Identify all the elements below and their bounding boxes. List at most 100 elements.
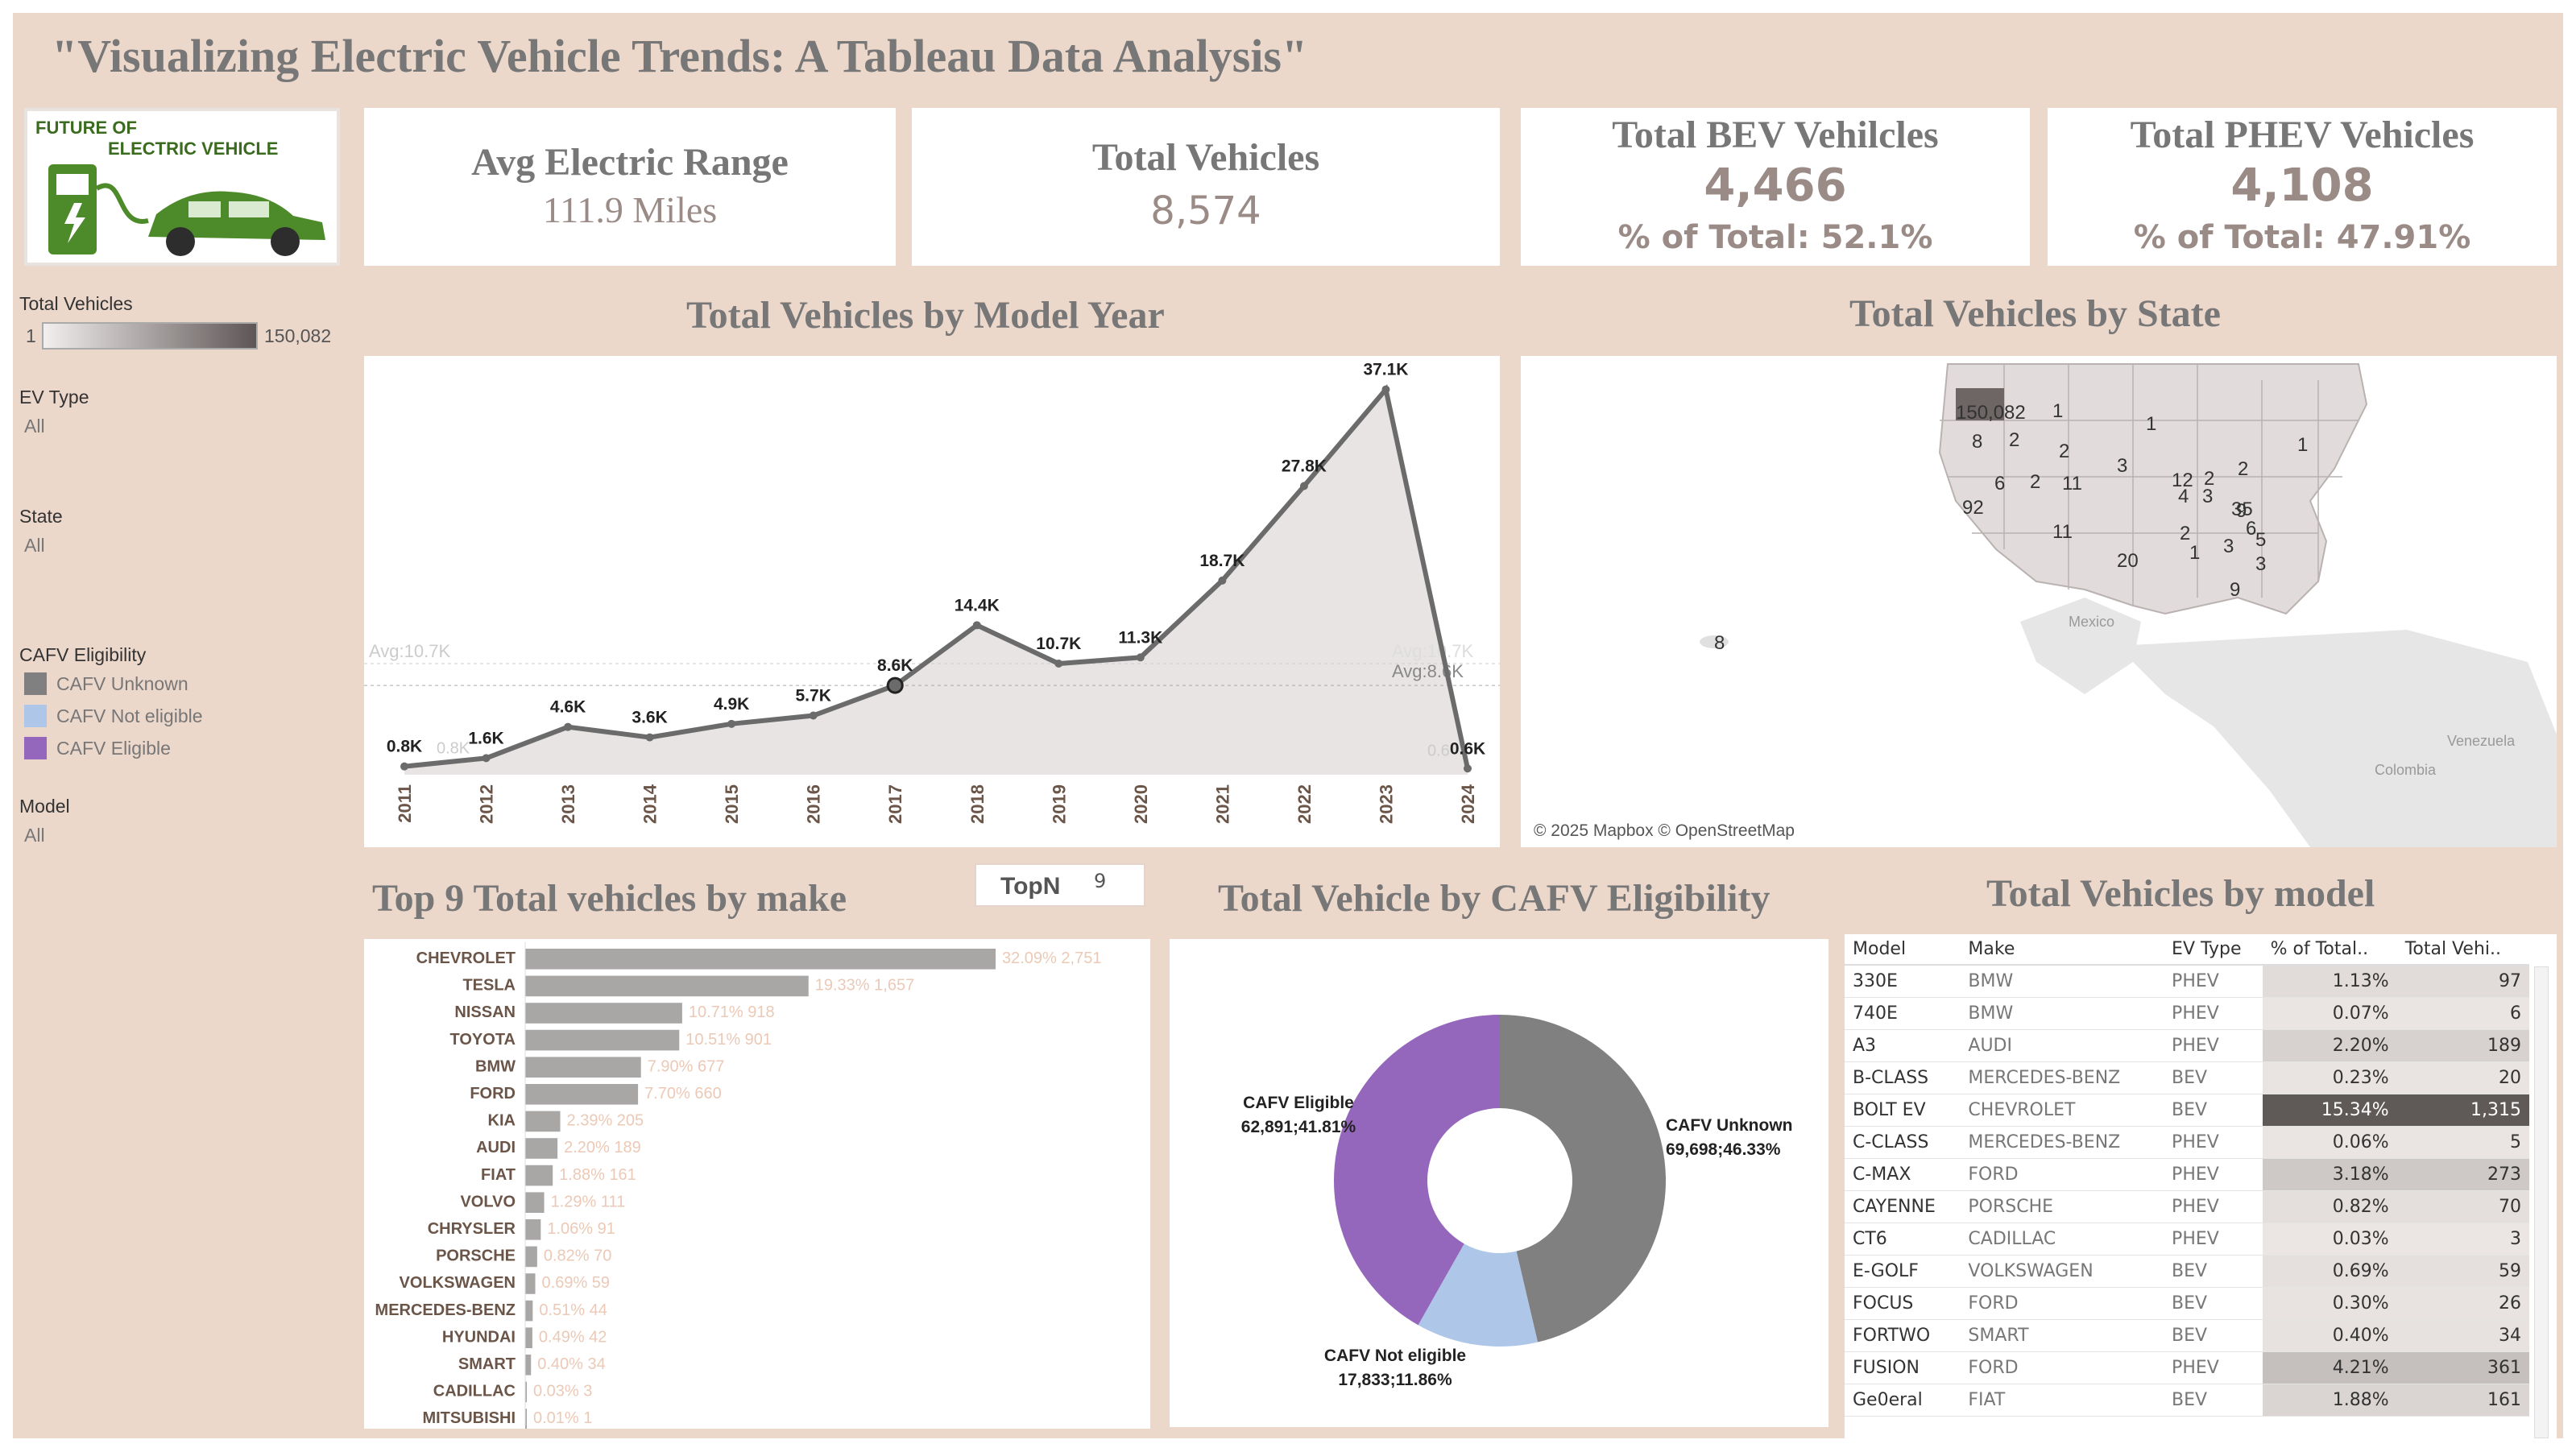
pie-label-name: CAFV Not eligible (1324, 1347, 1466, 1365)
table-col-header[interactable]: EV Type (2164, 934, 2263, 966)
kpi-bev-value: 4,466 (1704, 159, 1847, 212)
table-row[interactable]: B-CLASS MERCEDES-BENZ BEV 0.23% 20 (1845, 1061, 2529, 1094)
ev-type-filter-dropdown[interactable]: All (24, 416, 45, 436)
bar-category-label: AUDI (476, 1139, 516, 1156)
table-cell: PHEV (2164, 1029, 2263, 1062)
pie-slice-cafv-not-eligible (1418, 1243, 1539, 1347)
bar-volvo (525, 1192, 545, 1213)
pie-slice-cafv-unknown (1500, 1015, 1666, 1343)
map-state-label: 1 (2189, 542, 2200, 564)
bar-value-label: 0.51% 44 (539, 1301, 607, 1319)
table-row[interactable]: C-CLASS MERCEDES-BENZ PHEV 0.06% 5 (1845, 1126, 2529, 1159)
table-cell: 6 (2396, 997, 2529, 1030)
bar-audi (525, 1138, 558, 1159)
bar-category-label: MERCEDES-BENZ (375, 1301, 516, 1319)
table-cell: PHEV (2164, 1190, 2263, 1223)
table-row[interactable]: 330E BMW PHEV 1.13% 97 (1845, 965, 2529, 998)
map-state-label: 2 (2238, 458, 2248, 480)
legend-cafv-eligible[interactable]: CAFV Eligible (24, 736, 171, 760)
pie-label-name: CAFV Eligible (1243, 1094, 1354, 1112)
table-col-header[interactable]: % of Total.. (2262, 934, 2397, 966)
map-state-label: 4 (2178, 486, 2189, 507)
bar-category-label: BMW (475, 1057, 516, 1075)
line-label-2020: 11.3K (1118, 628, 1162, 647)
table-row[interactable]: Ge0eral FIAT BEV 1.88% 161 (1845, 1384, 2529, 1417)
bar-ford (525, 1084, 639, 1105)
table-cell: A3 (1845, 1029, 1961, 1062)
table-row[interactable]: FOCUS FORD BEV 0.30% 26 (1845, 1287, 2529, 1320)
bar-mercedes-benz (525, 1300, 533, 1322)
map-attribution: © 2025 Mapbox © OpenStreetMap (1534, 821, 1795, 840)
table-cell: FORD (1960, 1351, 2164, 1384)
kpi-total-vehicles-title: Total Vehicles (1091, 136, 1320, 179)
model-filter-dropdown[interactable]: All (24, 825, 45, 846)
model-filter-label: Model (19, 796, 70, 817)
table-row[interactable]: FUSION FORD PHEV 4.21% 361 (1845, 1351, 2529, 1384)
table-col-header[interactable]: Model (1845, 934, 1961, 966)
line-point-2016 (809, 711, 818, 720)
table-cell: PHEV (2164, 997, 2263, 1030)
table-cell: C-MAX (1845, 1158, 1961, 1191)
legend-swatch-unknown (24, 672, 47, 695)
legend-label-eligible: CAFV Eligible (56, 737, 171, 759)
bar-value-label: 2.20% 189 (564, 1139, 641, 1156)
faded-end-label: 0.6 (1427, 742, 1450, 759)
map-state-label: 3 (2117, 455, 2127, 477)
table-row[interactable]: CT6 CADILLAC PHEV 0.03% 3 (1845, 1223, 2529, 1256)
table-cell: MERCEDES-BENZ (1960, 1126, 2164, 1159)
table-cell: BEV (2164, 1094, 2263, 1127)
table-row[interactable]: FORTWO SMART BEV 0.40% 34 (1845, 1319, 2529, 1352)
legend-swatch-not-eligible (24, 705, 47, 727)
topn-value[interactable]: 9 (1094, 870, 1107, 892)
kpi-phev-card: Total PHEV Vehicles 4,108 % of Total: 47… (2048, 108, 2557, 266)
bar-volkswagen (525, 1273, 536, 1294)
kpi-total-vehicles-card: Total Vehicles 8,574 (912, 108, 1500, 266)
legend-label-unknown: CAFV Unknown (56, 672, 188, 694)
table-cell: BOLT EV (1845, 1094, 1961, 1127)
map-panel[interactable]: 150,082 1 8 2 2 1 6 2 11 3 12 2 2 1 9 92 4 3 35 11 2 6 20 1 3 5 3 9… (1521, 356, 2557, 847)
bar-bmw (525, 1057, 641, 1078)
kpi-phev-value: 4,108 (2230, 159, 2374, 212)
table-cell: 0.82% (2262, 1190, 2397, 1223)
line-tick-2023: 2023 (1376, 784, 1396, 824)
table-cell: PHEV (2164, 1126, 2263, 1159)
table-row[interactable]: CAYENNE PORSCHE PHEV 0.82% 70 (1845, 1190, 2529, 1223)
kpi-avg-range-title: Avg Electric Range (471, 141, 789, 184)
legend-cafv-not-eligible[interactable]: CAFV Not eligible (24, 704, 203, 728)
table-cell: MERCEDES-BENZ (1960, 1061, 2164, 1094)
table-col-header[interactable]: Total Vehi.. (2396, 934, 2529, 966)
bar-category-label: CHRYSLER (428, 1220, 516, 1238)
table-cell: FORD (1960, 1287, 2164, 1320)
pie-slice-cafv-eligible (1334, 1015, 1500, 1326)
table-row[interactable]: A3 AUDI PHEV 2.20% 189 (1845, 1029, 2529, 1062)
table-row[interactable]: BOLT EV CHEVROLET BEV 15.34% 1,315 (1845, 1094, 2529, 1127)
map-state-label: 35 (2231, 499, 2253, 520)
line-tick-2018: 2018 (967, 784, 988, 824)
table-row[interactable]: E-GOLF VOLKSWAGEN BEV 0.69% 59 (1845, 1255, 2529, 1288)
table-row[interactable]: C-MAX FORD PHEV 3.18% 273 (1845, 1158, 2529, 1191)
bar-chart-panel: CHEVROLET 32.09% 2,751 TESLA 19.33% 1,657 NI… (364, 939, 1150, 1429)
total-vehicles-legend-title: Total Vehicles (19, 293, 133, 314)
faded-start-label: 0.8K (437, 740, 470, 758)
pie-label-value: 69,698;46.33% (1666, 1140, 1781, 1159)
state-filter-dropdown[interactable]: All (24, 535, 45, 556)
topn-parameter[interactable]: TopN 9 (975, 863, 1145, 907)
bar-category-label: HYUNDAI (442, 1328, 516, 1346)
avg-label-right-faded: Avg:10.7K (1392, 641, 1473, 661)
table-col-header[interactable]: Make (1960, 934, 2164, 966)
table-row[interactable]: 740E BMW PHEV 0.07% 6 (1845, 997, 2529, 1030)
map-state-label: 8 (1714, 632, 1725, 654)
map-state-label: 150,082 (1956, 402, 2026, 424)
line-chart-panel: Avg:10.7K Avg:10.7K Avg:8.6K 0.8K 0.6 0.8K 201… (364, 356, 1500, 847)
pie-chart-panel: CAFV Unknown 69,698;46.33% CAFV Not eligib… (1170, 939, 1828, 1427)
table-cell: CHEVROLET (1960, 1094, 2164, 1127)
bar-value-label: 10.71% 918 (689, 1003, 775, 1021)
table-cell: CT6 (1845, 1223, 1961, 1256)
table-cell: C-CLASS (1845, 1126, 1961, 1159)
line-tick-2013: 2013 (558, 784, 578, 824)
table-cell: 1,315 (2396, 1094, 2529, 1127)
legend-cafv-unknown[interactable]: CAFV Unknown (24, 672, 188, 696)
table-scrollbar[interactable] (2534, 966, 2549, 1438)
table-cell: FORD (1960, 1158, 2164, 1191)
